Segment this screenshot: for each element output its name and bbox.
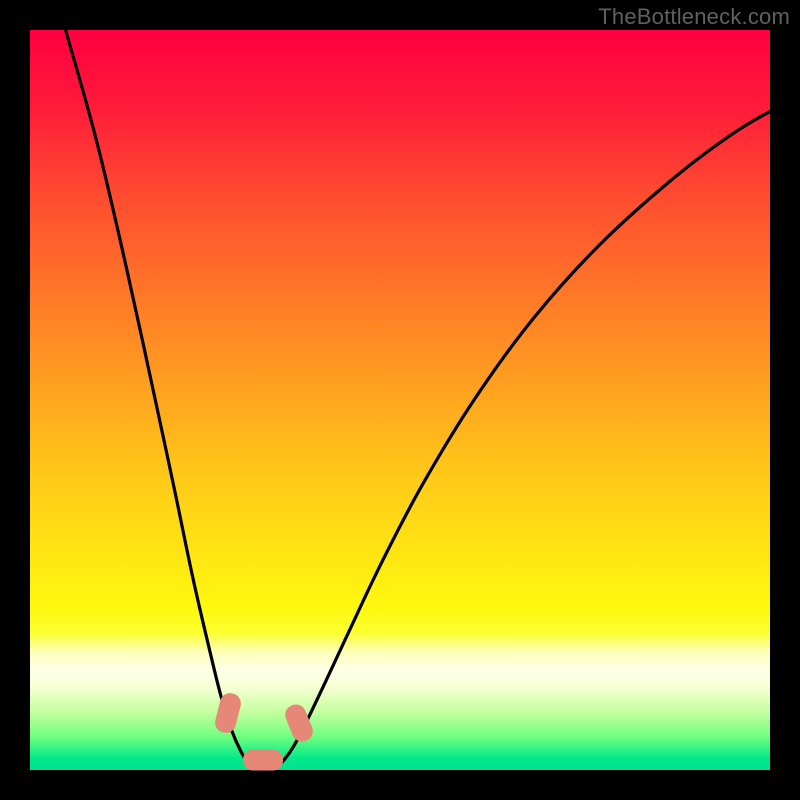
chart-marker — [243, 750, 283, 771]
watermark-text: TheBottleneck.com — [598, 4, 790, 30]
chart-plot-area — [30, 30, 770, 770]
chart-curve — [30, 30, 770, 770]
